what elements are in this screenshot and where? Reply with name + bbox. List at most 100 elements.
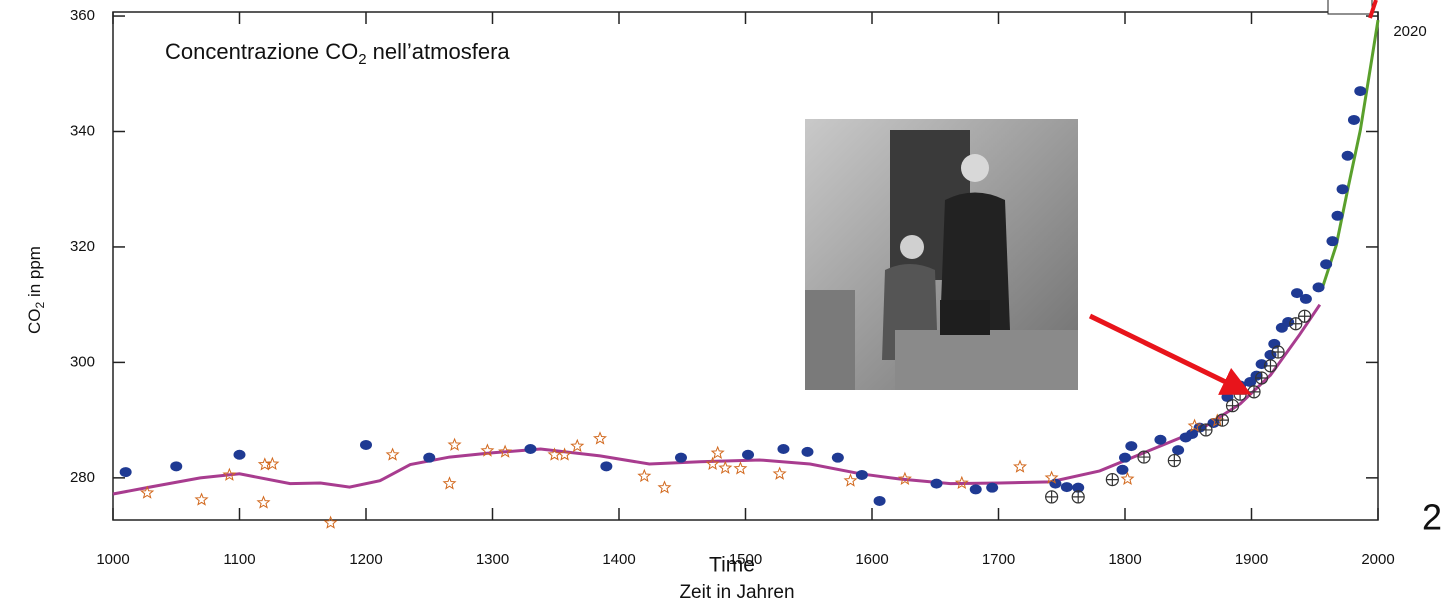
data-dot [170, 461, 183, 472]
data-dot [1331, 210, 1344, 221]
data-star [954, 475, 969, 489]
x-tick-label: 1200 [349, 551, 382, 568]
data-dot [1354, 86, 1367, 97]
data-dot [777, 443, 790, 454]
cross-plus [1272, 346, 1285, 359]
y-tick-label: 280 [70, 469, 95, 486]
data-cross [1071, 490, 1085, 504]
data-dot [119, 467, 132, 478]
data-star [385, 447, 400, 461]
photo [805, 119, 1078, 390]
data-dot [1072, 482, 1085, 493]
data-cross [1215, 413, 1230, 427]
data-dot [1320, 259, 1333, 270]
y-tick-label: 360 [70, 7, 95, 24]
data-cross [1105, 472, 1119, 487]
data-star [897, 471, 912, 486]
data-dot [1264, 349, 1277, 360]
data-dot [1255, 359, 1268, 370]
cross-plus [1072, 490, 1085, 503]
data-star [718, 460, 733, 475]
data-cross [1225, 399, 1240, 413]
data-dot [1326, 236, 1339, 247]
cross-plus [1255, 371, 1268, 384]
data-dot [1336, 184, 1349, 195]
data-star [705, 456, 720, 471]
data-star [1013, 459, 1027, 473]
data-dot [831, 452, 844, 463]
data-dot [742, 449, 755, 460]
slide-number: 2 [1422, 497, 1442, 538]
data-dot [600, 461, 613, 472]
data-dot [986, 482, 999, 493]
title-part: nell’atmosfera [367, 39, 511, 64]
data-dot [1049, 478, 1062, 489]
data-star [637, 468, 652, 483]
y-tick-label: 300 [70, 353, 95, 370]
data-dot [930, 478, 943, 489]
cross-plus [1226, 399, 1239, 412]
x-axis-label: Zeit in Jahren [679, 582, 794, 603]
data-star [733, 461, 748, 475]
data-dot [1341, 150, 1354, 161]
data-star [480, 443, 495, 457]
data-cross [1247, 385, 1261, 399]
data-dot [1299, 293, 1312, 304]
cross-plus [1137, 451, 1150, 464]
annotation-box [1327, 0, 1373, 15]
data-star [1044, 470, 1059, 484]
data-star [592, 431, 607, 445]
plot-frame [112, 11, 1379, 521]
data-dot [1291, 288, 1304, 299]
chart-title: Concentrazione CO2 nell’atmosfera [165, 39, 510, 68]
data-star [257, 457, 272, 471]
x-tick-label: 1100 [223, 551, 255, 568]
data-star [570, 438, 585, 453]
data-dot [1172, 445, 1185, 456]
data-dot [1154, 434, 1167, 445]
cross-plus [1289, 317, 1302, 330]
data-star [557, 447, 572, 461]
data-star [498, 444, 513, 458]
data-dot [674, 452, 687, 463]
data-star [772, 466, 787, 480]
y-tick-label: 320 [70, 238, 95, 255]
data-star [1120, 471, 1135, 486]
data-cross [1045, 490, 1059, 504]
data-star [1187, 418, 1202, 432]
data-star [323, 515, 338, 529]
x-tick-label: 2000 [1361, 551, 1394, 568]
data-star [222, 467, 237, 481]
ylabel-part: 2 [33, 301, 47, 308]
data-dot [1116, 464, 1129, 475]
data-star [442, 476, 457, 490]
data-star [140, 485, 155, 499]
cross-plus [1168, 454, 1181, 467]
y-axis-label: CO2 in ppm [25, 246, 47, 334]
data-star [265, 456, 280, 471]
cross-plus [1106, 473, 1119, 486]
data-dot [1125, 441, 1138, 452]
x-tick-label: 1800 [1108, 551, 1141, 568]
pointer-arrow [1088, 313, 1252, 395]
cross-plus [1045, 490, 1058, 503]
data-dot [801, 446, 814, 457]
data-star [256, 495, 271, 509]
data-cross [1137, 450, 1151, 464]
data-cross [1255, 371, 1269, 385]
data-line [1320, 19, 1380, 289]
data-dot [969, 484, 982, 495]
data-star [843, 473, 858, 487]
cross-plus [1199, 423, 1212, 436]
data-dot [524, 443, 537, 454]
data-line [112, 303, 1322, 496]
data-dot [1221, 392, 1234, 403]
x-tick-label: 1500 [729, 551, 762, 568]
title-part: Concentrazione CO [165, 39, 358, 64]
data-dot [1312, 282, 1325, 293]
data-dot [855, 469, 868, 480]
data-cross [1199, 423, 1213, 437]
data-dot [1060, 482, 1073, 493]
data-star [657, 480, 672, 494]
